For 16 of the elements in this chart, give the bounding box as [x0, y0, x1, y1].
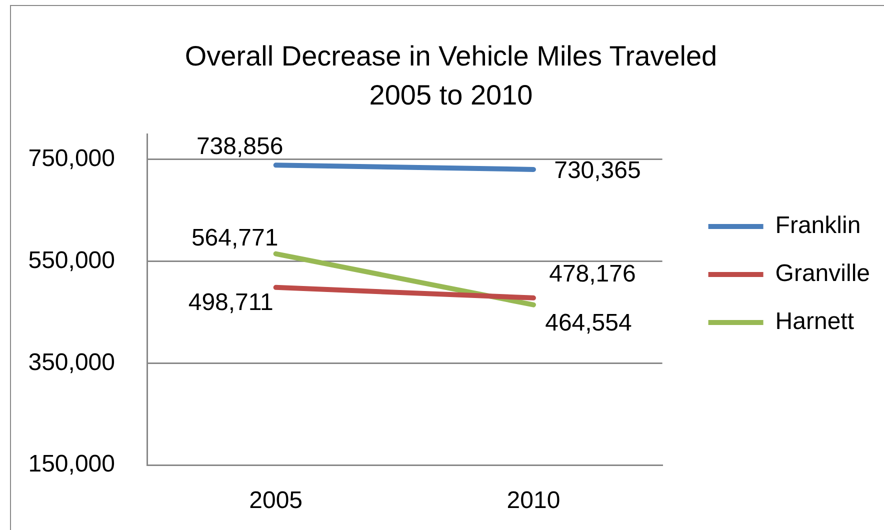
data-label: 730,365 — [554, 157, 641, 184]
legend-label: Harnett — [775, 308, 854, 336]
x-tick-label: 2005 — [249, 487, 303, 514]
y-tick-label: 550,000 — [28, 246, 115, 274]
legend-label: Franklin — [775, 212, 861, 240]
data-label: 498,711 — [188, 289, 274, 316]
x-tick-label: 2010 — [506, 487, 560, 514]
chart-title: Overall Decrease in Vehicle Miles Traveled 2005 to 2010 — [184, 40, 718, 111]
data-label: 464,554 — [545, 309, 632, 336]
y-tick-label: 750,000 — [28, 145, 115, 172]
data-label: 478,176 — [549, 260, 636, 288]
data-label: 738,856 — [196, 132, 284, 160]
y-tick-label: 350,000 — [28, 348, 115, 376]
legend-label: Granville — [775, 260, 870, 288]
data-label: 564,771 — [191, 224, 278, 252]
y-tick-label: 150,000 — [28, 450, 115, 478]
